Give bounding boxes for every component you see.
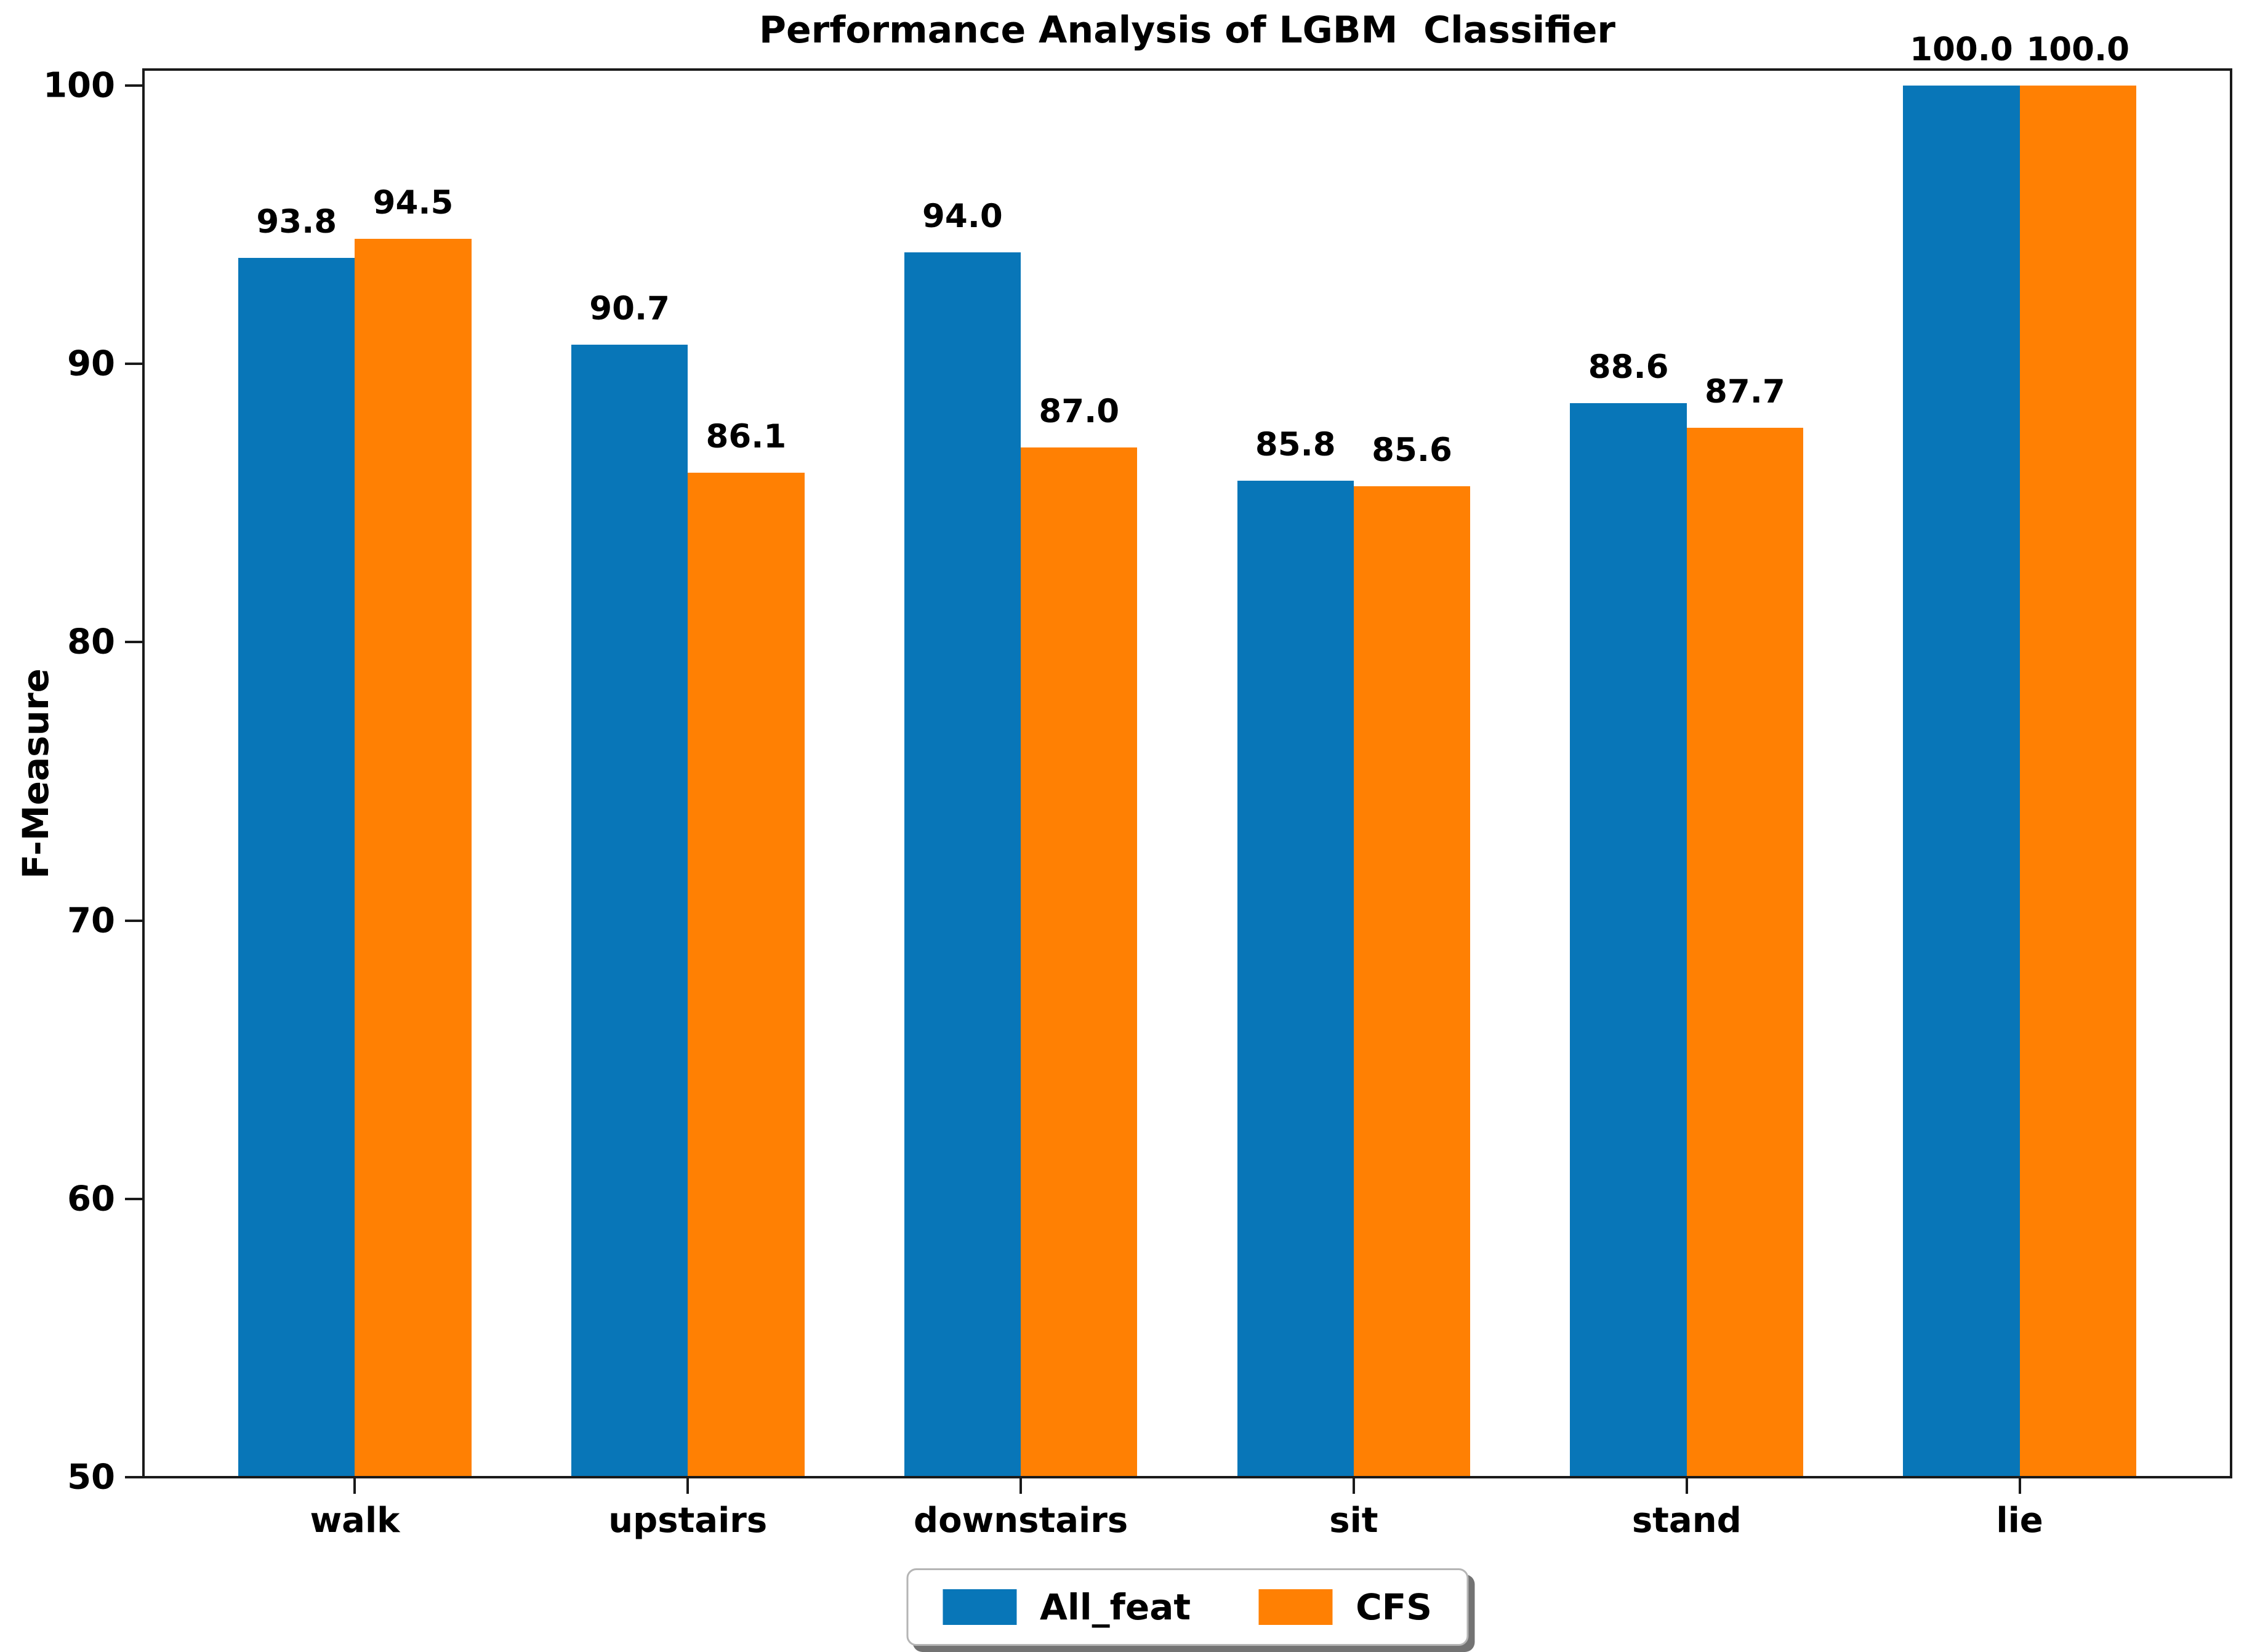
y-tick-label-70: 70	[67, 900, 115, 941]
y-axis-label: F-Measure	[15, 668, 57, 879]
legend: All_feat CFS	[906, 1568, 1469, 1646]
x-tick-label-sit: sit	[1329, 1501, 1378, 1541]
bar-sit-cfs	[1353, 486, 1471, 1476]
x-tick-mark-walk	[353, 1478, 356, 1494]
bar-value-label-stand-all_feat: 88.6	[1588, 348, 1669, 386]
x-tick-label-lie: lie	[1996, 1501, 2043, 1541]
bar-value-label-stand-cfs: 87.7	[1704, 373, 1785, 411]
y-tick-mark-80	[125, 641, 142, 644]
bar-stand-all_feat	[1570, 403, 1687, 1476]
y-tick-mark-90	[125, 363, 142, 366]
x-tick-mark-stand	[1685, 1478, 1688, 1494]
chart-title: Performance Analysis of LGBM Classifier	[759, 9, 1615, 52]
x-tick-mark-sit	[1352, 1478, 1355, 1494]
bar-downstairs-cfs	[1021, 447, 1138, 1476]
bar-value-label-walk-all_feat: 93.8	[256, 203, 337, 241]
bar-value-label-downstairs-cfs: 87.0	[1039, 392, 1120, 430]
x-tick-mark-upstairs	[686, 1478, 690, 1494]
y-tick-label-100: 100	[43, 65, 115, 106]
y-tick-label-80: 80	[67, 622, 115, 662]
x-tick-label-walk: walk	[310, 1501, 400, 1541]
x-tick-label-stand: stand	[1631, 1501, 1742, 1541]
y-tick-label-50: 50	[67, 1457, 115, 1498]
bar-value-label-downstairs-all_feat: 94.0	[922, 198, 1003, 236]
bar-value-label-upstairs-all_feat: 90.7	[589, 289, 670, 327]
legend-item-cfs: CFS	[1258, 1586, 1432, 1628]
legend-swatch-all_feat	[942, 1589, 1016, 1625]
bar-value-label-upstairs-cfs: 86.1	[706, 417, 787, 455]
legend-item-all_feat: All_feat	[942, 1586, 1191, 1628]
legend-swatch-cfs	[1258, 1589, 1333, 1625]
y-tick-mark-100	[125, 84, 142, 87]
x-tick-mark-lie	[2018, 1478, 2021, 1494]
y-tick-mark-50	[125, 1476, 142, 1478]
bar-lie-all_feat	[1903, 86, 2020, 1476]
x-tick-label-upstairs: upstairs	[608, 1501, 768, 1541]
legend-label-cfs: CFS	[1356, 1586, 1433, 1628]
bar-value-label-lie-all_feat: 100.0	[1910, 31, 2013, 68]
x-tick-mark-downstairs	[1019, 1478, 1023, 1494]
bar-upstairs-all_feat	[571, 344, 688, 1476]
legend-label-all_feat: All_feat	[1039, 1586, 1191, 1628]
bar-stand-cfs	[1686, 428, 1804, 1476]
bar-value-label-sit-cfs: 85.6	[1372, 431, 1452, 470]
bar-value-label-walk-cfs: 94.5	[372, 183, 454, 222]
bar-walk-all_feat	[238, 258, 355, 1476]
bar-downstairs-all_feat	[904, 252, 1021, 1476]
bar-value-label-sit-all_feat: 85.8	[1255, 426, 1336, 464]
y-tick-label-90: 90	[67, 343, 115, 384]
bar-upstairs-cfs	[688, 472, 805, 1476]
bar-walk-cfs	[355, 238, 472, 1476]
bar-value-label-lie-cfs: 100.0	[2026, 31, 2130, 68]
bar-lie-cfs	[2019, 86, 2136, 1476]
y-tick-mark-60	[125, 1197, 142, 1200]
y-tick-mark-70	[125, 919, 142, 922]
y-tick-label-60: 60	[67, 1179, 115, 1219]
bar-sit-all_feat	[1237, 481, 1354, 1476]
x-tick-label-downstairs: downstairs	[913, 1501, 1128, 1541]
